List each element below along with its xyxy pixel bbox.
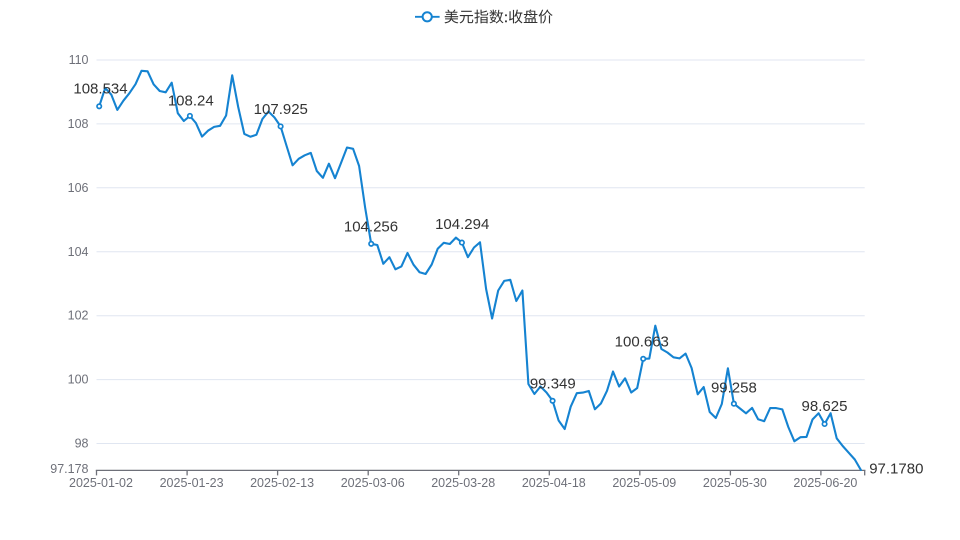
svg-text:2025-04-18: 2025-04-18 [522, 476, 586, 490]
svg-text:100: 100 [68, 373, 89, 387]
svg-text:2025-05-30: 2025-05-30 [703, 476, 767, 490]
svg-text:108.534: 108.534 [73, 81, 127, 98]
svg-text:99.258: 99.258 [711, 380, 757, 397]
svg-text:104.256: 104.256 [344, 219, 398, 236]
svg-text:100.663: 100.663 [615, 334, 669, 351]
svg-text:2025-01-02: 2025-01-02 [69, 476, 133, 490]
svg-text:98: 98 [75, 437, 89, 451]
svg-text:97.178: 97.178 [50, 462, 88, 476]
svg-text:104: 104 [68, 245, 89, 259]
svg-text:2025-06-20: 2025-06-20 [793, 476, 857, 490]
svg-text:97.1780: 97.1780 [869, 460, 923, 477]
svg-text:106: 106 [68, 181, 89, 195]
svg-text:110: 110 [69, 53, 89, 67]
svg-text:2025-02-13: 2025-02-13 [250, 476, 314, 490]
svg-text:107.925: 107.925 [254, 101, 308, 118]
svg-text:108.24: 108.24 [168, 93, 214, 110]
svg-text:2025-05-09: 2025-05-09 [612, 476, 676, 490]
svg-text:2025-01-23: 2025-01-23 [160, 476, 224, 490]
svg-text:108: 108 [68, 117, 89, 131]
svg-text:102: 102 [68, 309, 89, 323]
svg-text:104.294: 104.294 [435, 216, 489, 233]
svg-text:99.349: 99.349 [530, 376, 576, 393]
svg-text:2025-03-28: 2025-03-28 [431, 476, 495, 490]
svg-text:98.625: 98.625 [802, 398, 848, 415]
svg-text:2025-03-06: 2025-03-06 [341, 476, 405, 490]
